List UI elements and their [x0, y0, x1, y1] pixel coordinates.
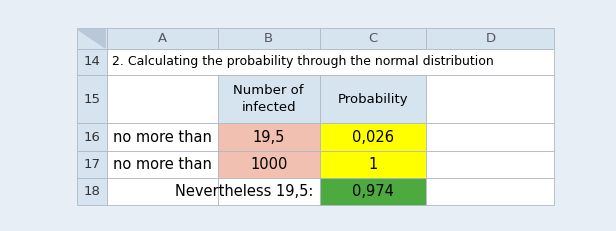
- Text: 14: 14: [83, 55, 100, 68]
- Bar: [107, 178, 218, 205]
- Bar: [107, 49, 554, 75]
- Text: 1: 1: [368, 157, 378, 172]
- Text: 2. Calculating the probability through the normal distribution: 2. Calculating the probability through t…: [112, 55, 494, 68]
- Text: 18: 18: [83, 185, 100, 198]
- Bar: [320, 28, 426, 49]
- Bar: [77, 28, 107, 49]
- Bar: [77, 75, 107, 123]
- Polygon shape: [78, 29, 105, 48]
- Bar: [320, 75, 426, 123]
- Bar: [426, 151, 554, 178]
- Bar: [218, 178, 320, 205]
- Text: 19,5: 19,5: [253, 130, 285, 145]
- Bar: [218, 151, 320, 178]
- Bar: [426, 123, 554, 151]
- Text: 16: 16: [83, 131, 100, 143]
- Text: Probability: Probability: [338, 93, 408, 106]
- Text: Number of
infected: Number of infected: [233, 84, 304, 114]
- Text: B: B: [264, 32, 274, 45]
- Text: 0,974: 0,974: [352, 184, 394, 199]
- Text: C: C: [368, 32, 378, 45]
- Bar: [218, 28, 320, 49]
- Text: 0,026: 0,026: [352, 130, 394, 145]
- Bar: [320, 123, 426, 151]
- Bar: [426, 178, 554, 205]
- Bar: [426, 75, 554, 123]
- Text: Nevertheless 19,5:: Nevertheless 19,5:: [176, 184, 314, 199]
- Bar: [77, 151, 107, 178]
- Text: D: D: [485, 32, 495, 45]
- Text: no more than: no more than: [113, 157, 212, 172]
- Bar: [107, 28, 218, 49]
- Bar: [107, 123, 218, 151]
- Bar: [77, 178, 107, 205]
- Text: A: A: [158, 32, 167, 45]
- Bar: [426, 28, 554, 49]
- Text: 15: 15: [83, 93, 100, 106]
- Bar: [218, 75, 320, 123]
- Bar: [107, 75, 218, 123]
- Text: 1000: 1000: [250, 157, 287, 172]
- Bar: [320, 178, 426, 205]
- Text: 17: 17: [83, 158, 100, 171]
- Bar: [218, 123, 320, 151]
- Bar: [107, 151, 218, 178]
- Bar: [77, 49, 107, 75]
- Bar: [77, 123, 107, 151]
- Bar: [320, 151, 426, 178]
- Text: no more than: no more than: [113, 130, 212, 145]
